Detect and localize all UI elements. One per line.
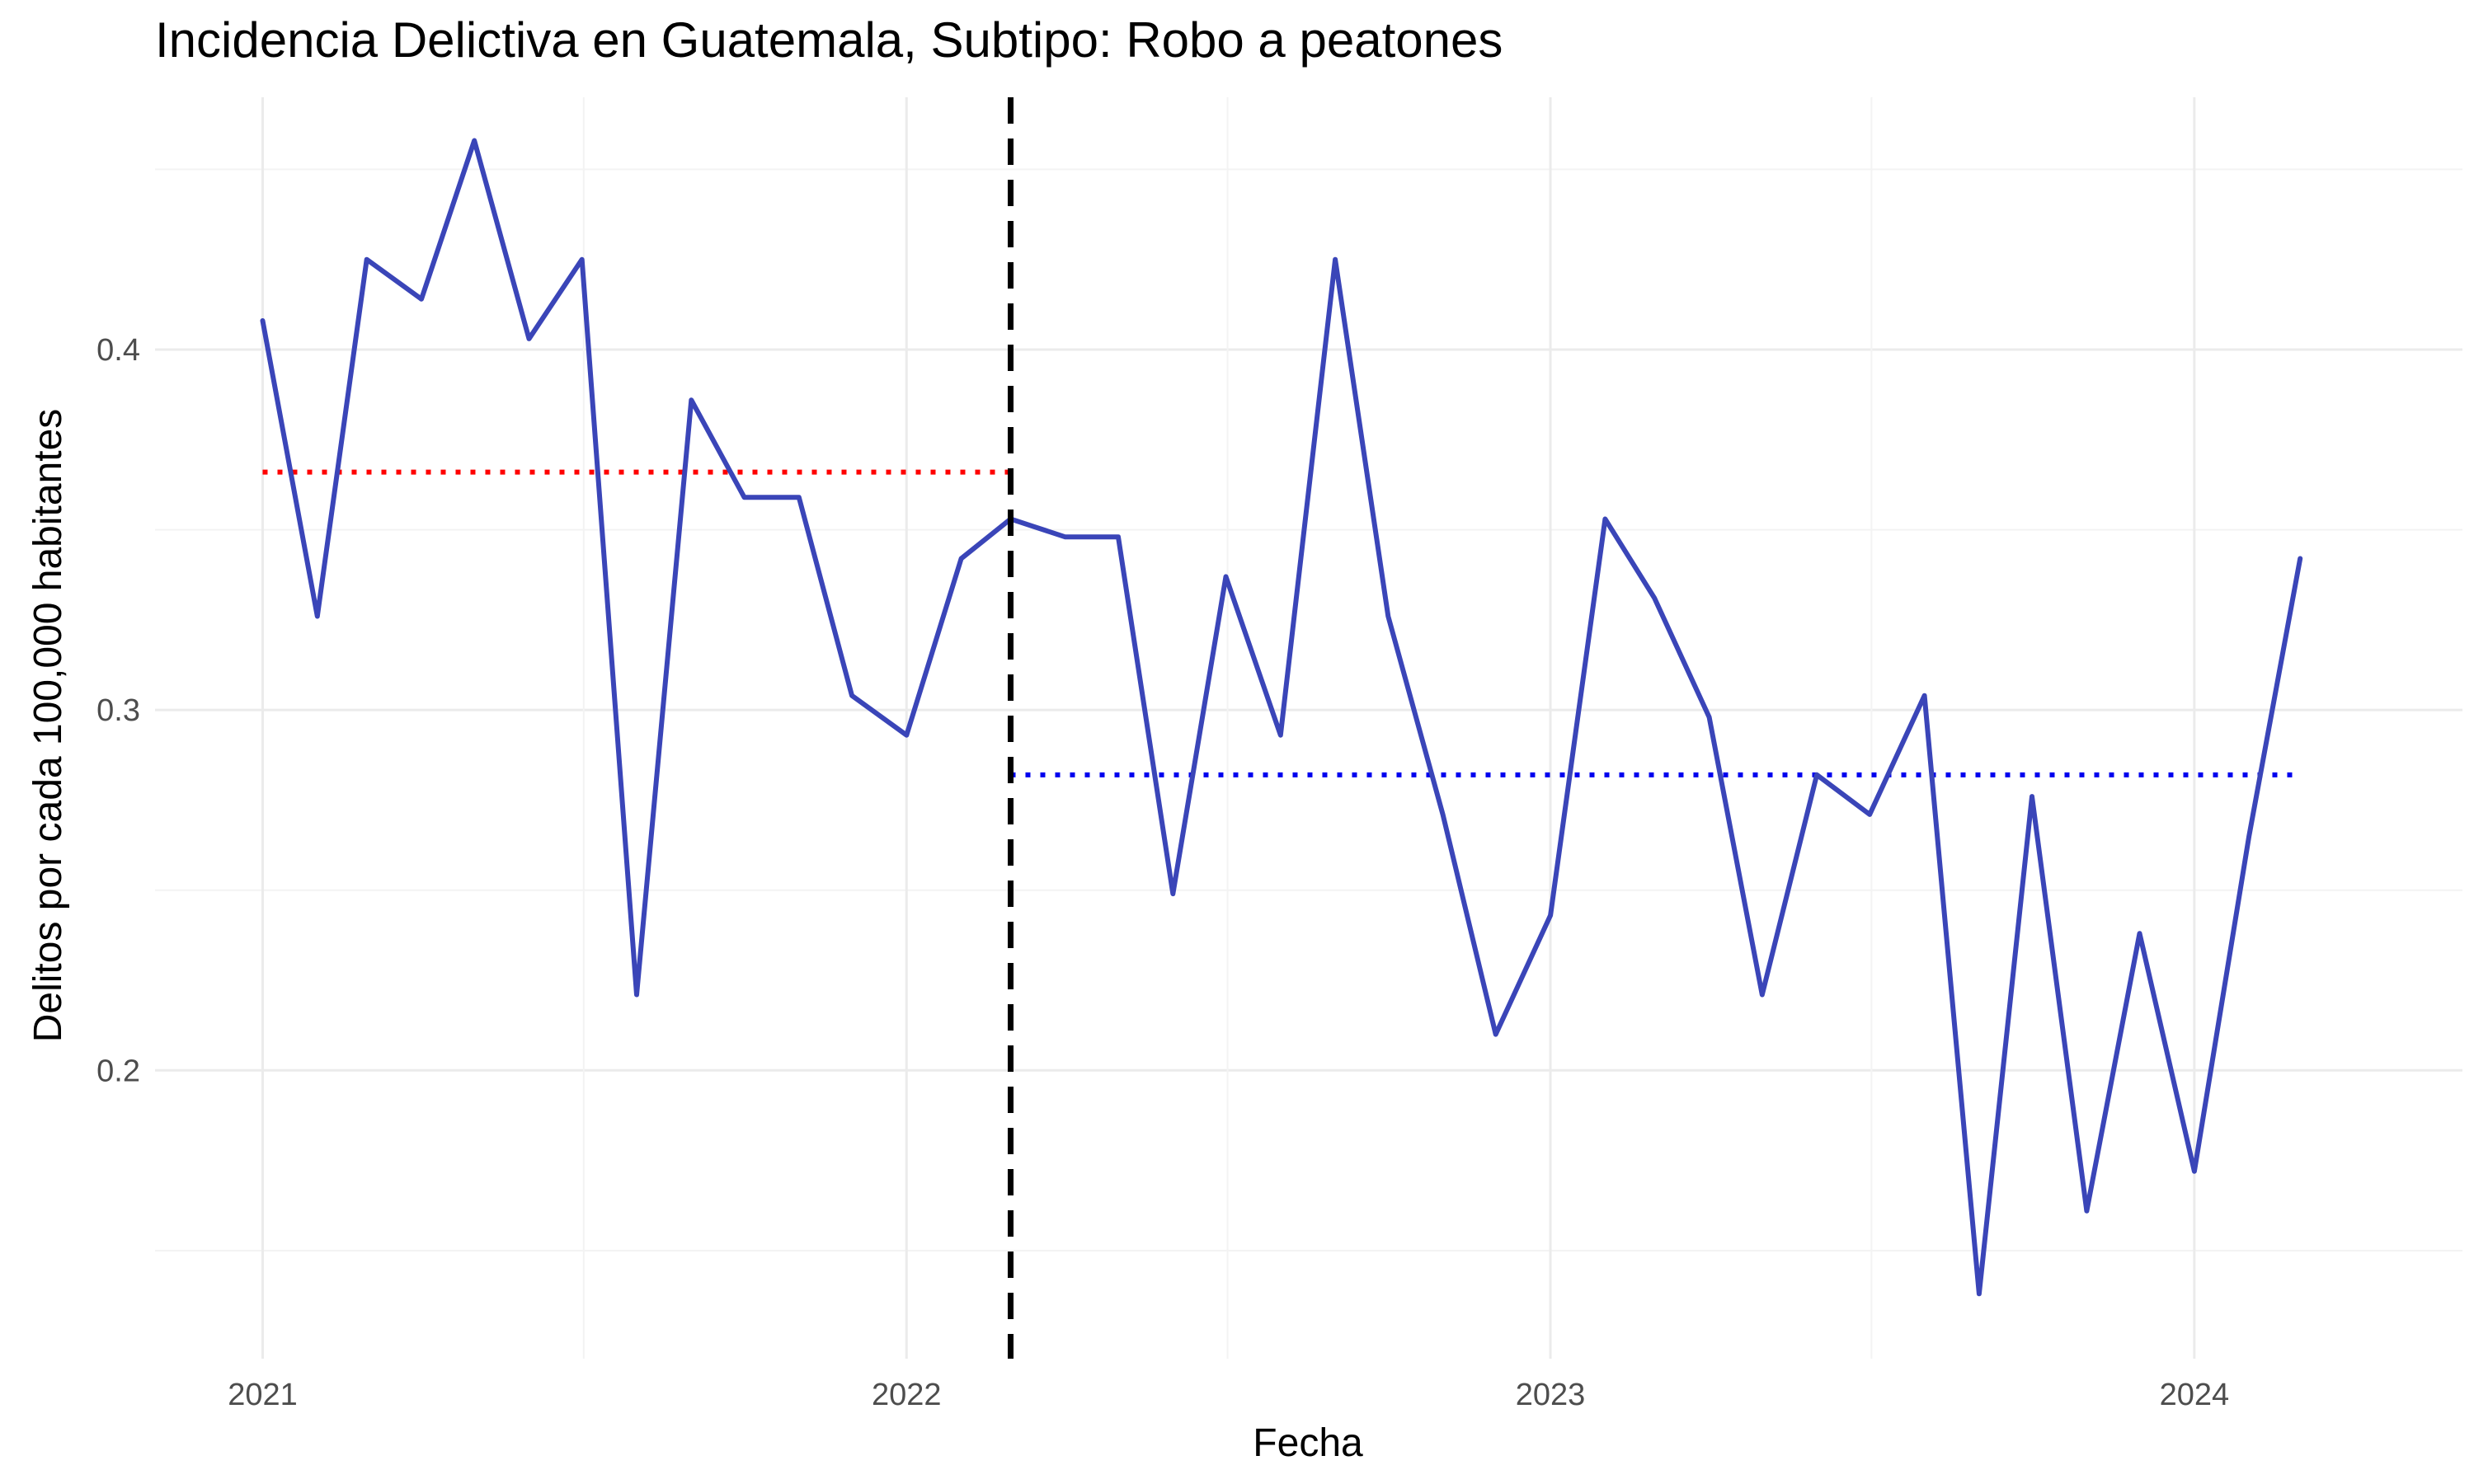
- reference-lines: [262, 469, 2301, 777]
- y-axis-title: Delitos por cada 100,000 habitantes: [26, 409, 70, 1043]
- x-axis-title: Fecha: [1253, 1421, 1363, 1465]
- x-tick-label: 2021: [228, 1378, 298, 1412]
- y-tick-label: 0.3: [96, 693, 140, 728]
- chart-title: Incidencia Delictiva en Guatemala, Subti…: [155, 12, 1503, 68]
- x-tick-label: 2022: [872, 1378, 942, 1412]
- x-tick-label: 2024: [2160, 1378, 2230, 1412]
- series-layer: [260, 97, 2303, 1359]
- series-line: [260, 138, 2303, 1297]
- y-tick-label: 0.4: [96, 333, 140, 368]
- x-tick-labels: 2021 2022 2023 2024: [228, 1378, 2229, 1412]
- x-tick-label: 2023: [1516, 1378, 1586, 1412]
- y-tick-label: 0.2: [96, 1054, 140, 1088]
- grid-layer: [155, 97, 2462, 1359]
- y-tick-labels: 0.2 0.3 0.4: [96, 333, 140, 1088]
